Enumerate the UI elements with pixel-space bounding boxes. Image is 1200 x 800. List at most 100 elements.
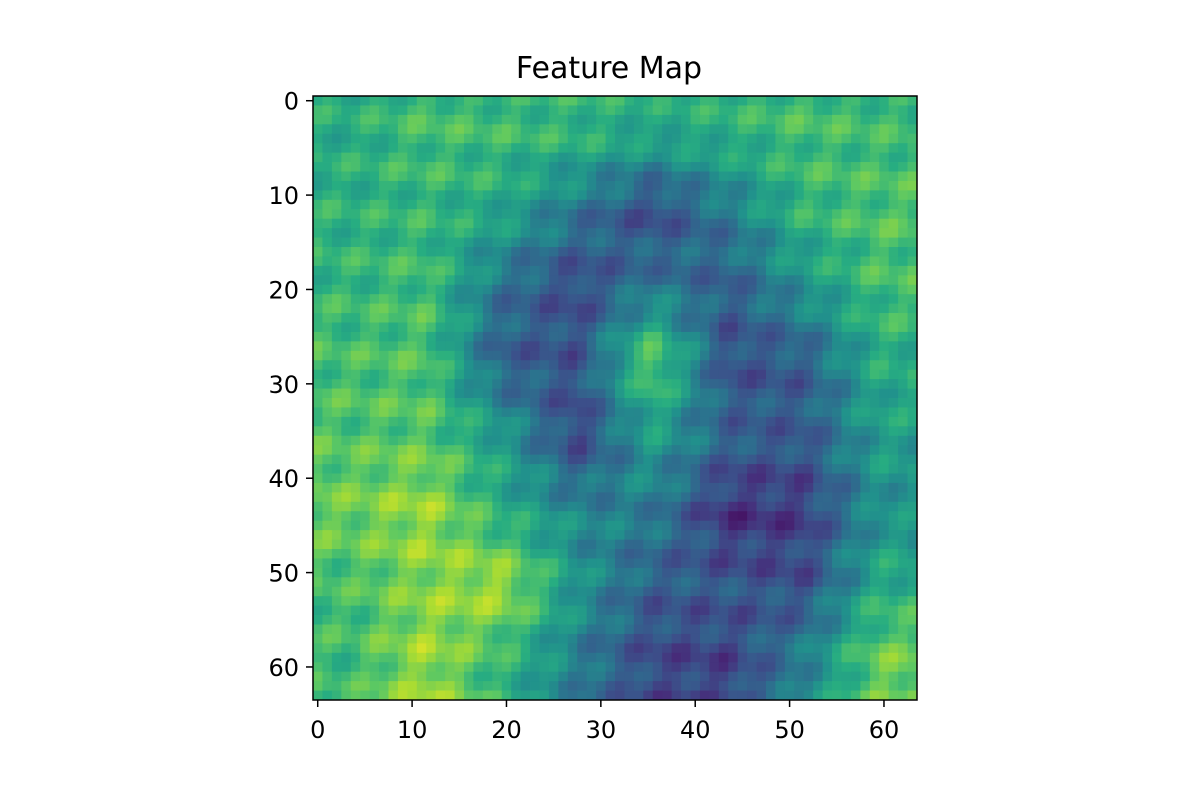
heatmap-cell bbox=[690, 539, 701, 550]
heatmap-cell bbox=[350, 662, 361, 673]
heatmap-cell bbox=[832, 416, 842, 427]
heatmap-cell bbox=[756, 322, 767, 333]
heatmap-cell bbox=[350, 143, 361, 154]
heatmap-cell bbox=[350, 341, 361, 352]
heatmap-cell bbox=[454, 247, 465, 257]
heatmap-cell bbox=[850, 388, 861, 399]
heatmap-cell bbox=[803, 586, 814, 597]
heatmap-cell bbox=[313, 586, 323, 597]
heatmap-cell bbox=[530, 558, 540, 569]
heatmap-cell bbox=[766, 360, 776, 371]
heatmap-cell bbox=[435, 671, 446, 682]
heatmap-cell bbox=[850, 671, 861, 682]
heatmap-cell bbox=[548, 284, 559, 295]
heatmap-cell bbox=[331, 445, 342, 456]
heatmap-cell bbox=[718, 171, 729, 182]
heatmap-cell bbox=[869, 331, 880, 342]
heatmap-cell bbox=[407, 379, 418, 389]
heatmap-cell bbox=[699, 454, 710, 465]
heatmap-cell bbox=[822, 662, 833, 673]
heatmap-cell bbox=[869, 454, 880, 465]
heatmap-cell bbox=[662, 549, 673, 559]
heatmap-cell bbox=[558, 577, 569, 588]
heatmap-cell bbox=[784, 671, 795, 682]
heatmap-cell bbox=[775, 671, 786, 682]
heatmap-cell bbox=[501, 501, 512, 512]
heatmap-cell bbox=[482, 124, 493, 135]
heatmap-cell bbox=[313, 624, 323, 635]
heatmap-cell bbox=[756, 162, 767, 172]
heatmap-cell bbox=[435, 520, 446, 531]
heatmap-cell bbox=[888, 199, 899, 210]
heatmap-cell bbox=[888, 218, 899, 229]
heatmap-cell bbox=[596, 633, 606, 644]
heatmap-cell bbox=[416, 445, 427, 456]
heatmap-cell bbox=[690, 520, 701, 531]
heatmap-cell bbox=[662, 690, 673, 701]
heatmap-cell bbox=[681, 275, 691, 286]
heatmap-cell bbox=[530, 360, 540, 371]
heatmap-cell bbox=[482, 633, 493, 644]
heatmap-cell bbox=[813, 247, 824, 257]
heatmap-cell bbox=[473, 567, 484, 578]
heatmap-cell bbox=[530, 671, 540, 682]
heatmap-cell bbox=[624, 558, 635, 569]
heatmap-cell bbox=[558, 322, 569, 333]
heatmap-cell bbox=[586, 464, 597, 474]
heatmap-cell bbox=[407, 275, 418, 286]
heatmap-cell bbox=[464, 671, 474, 682]
heatmap-cell bbox=[482, 520, 493, 531]
heatmap-cell bbox=[397, 96, 408, 106]
heatmap-cell bbox=[869, 464, 880, 474]
heatmap-cell bbox=[709, 218, 720, 229]
heatmap-cell bbox=[520, 416, 531, 427]
heatmap-cell bbox=[586, 218, 597, 229]
heatmap-cell bbox=[397, 464, 408, 474]
heatmap-cell bbox=[492, 530, 503, 540]
heatmap-cell bbox=[888, 530, 899, 540]
heatmap-cell bbox=[464, 162, 474, 172]
heatmap-cell bbox=[652, 152, 663, 163]
heatmap-cell bbox=[690, 690, 701, 701]
heatmap-cell bbox=[596, 133, 606, 144]
heatmap-cell bbox=[548, 265, 559, 276]
heatmap-cell bbox=[313, 322, 323, 333]
heatmap-cell bbox=[841, 511, 852, 522]
heatmap-cell bbox=[775, 360, 786, 371]
heatmap-cell bbox=[520, 492, 531, 503]
heatmap-cell bbox=[879, 454, 890, 465]
heatmap-cell bbox=[464, 247, 474, 257]
heatmap-cell bbox=[322, 643, 333, 654]
heatmap-cell bbox=[530, 643, 540, 654]
heatmap-cell bbox=[652, 209, 663, 220]
heatmap-cell bbox=[709, 247, 720, 257]
heatmap-cell bbox=[850, 360, 861, 371]
heatmap-cell bbox=[558, 237, 569, 248]
heatmap-cell bbox=[813, 360, 824, 371]
heatmap-cell bbox=[718, 662, 729, 673]
heatmap-cell bbox=[633, 407, 644, 418]
heatmap-cell bbox=[350, 124, 361, 135]
heatmap-cell bbox=[548, 690, 559, 701]
heatmap-cell bbox=[586, 539, 597, 550]
heatmap-cell bbox=[539, 275, 550, 286]
heatmap-cell bbox=[416, 294, 427, 305]
heatmap-cell bbox=[879, 435, 890, 446]
heatmap-cell bbox=[464, 199, 474, 210]
heatmap-cell bbox=[388, 558, 399, 569]
heatmap-cell bbox=[737, 105, 748, 116]
heatmap-cell bbox=[803, 501, 814, 512]
heatmap-cell bbox=[681, 360, 691, 371]
heatmap-cell bbox=[331, 426, 342, 437]
heatmap-cell bbox=[888, 275, 899, 286]
heatmap-cell bbox=[407, 105, 418, 116]
heatmap-cell bbox=[841, 567, 852, 578]
heatmap-cell bbox=[652, 162, 663, 172]
heatmap-cell bbox=[907, 520, 918, 531]
heatmap-cell bbox=[860, 303, 871, 314]
heatmap-cell bbox=[445, 530, 455, 540]
heatmap-cell bbox=[341, 501, 352, 512]
heatmap-cell bbox=[803, 388, 814, 399]
heatmap-cell bbox=[416, 180, 427, 191]
heatmap-cell bbox=[832, 549, 842, 559]
